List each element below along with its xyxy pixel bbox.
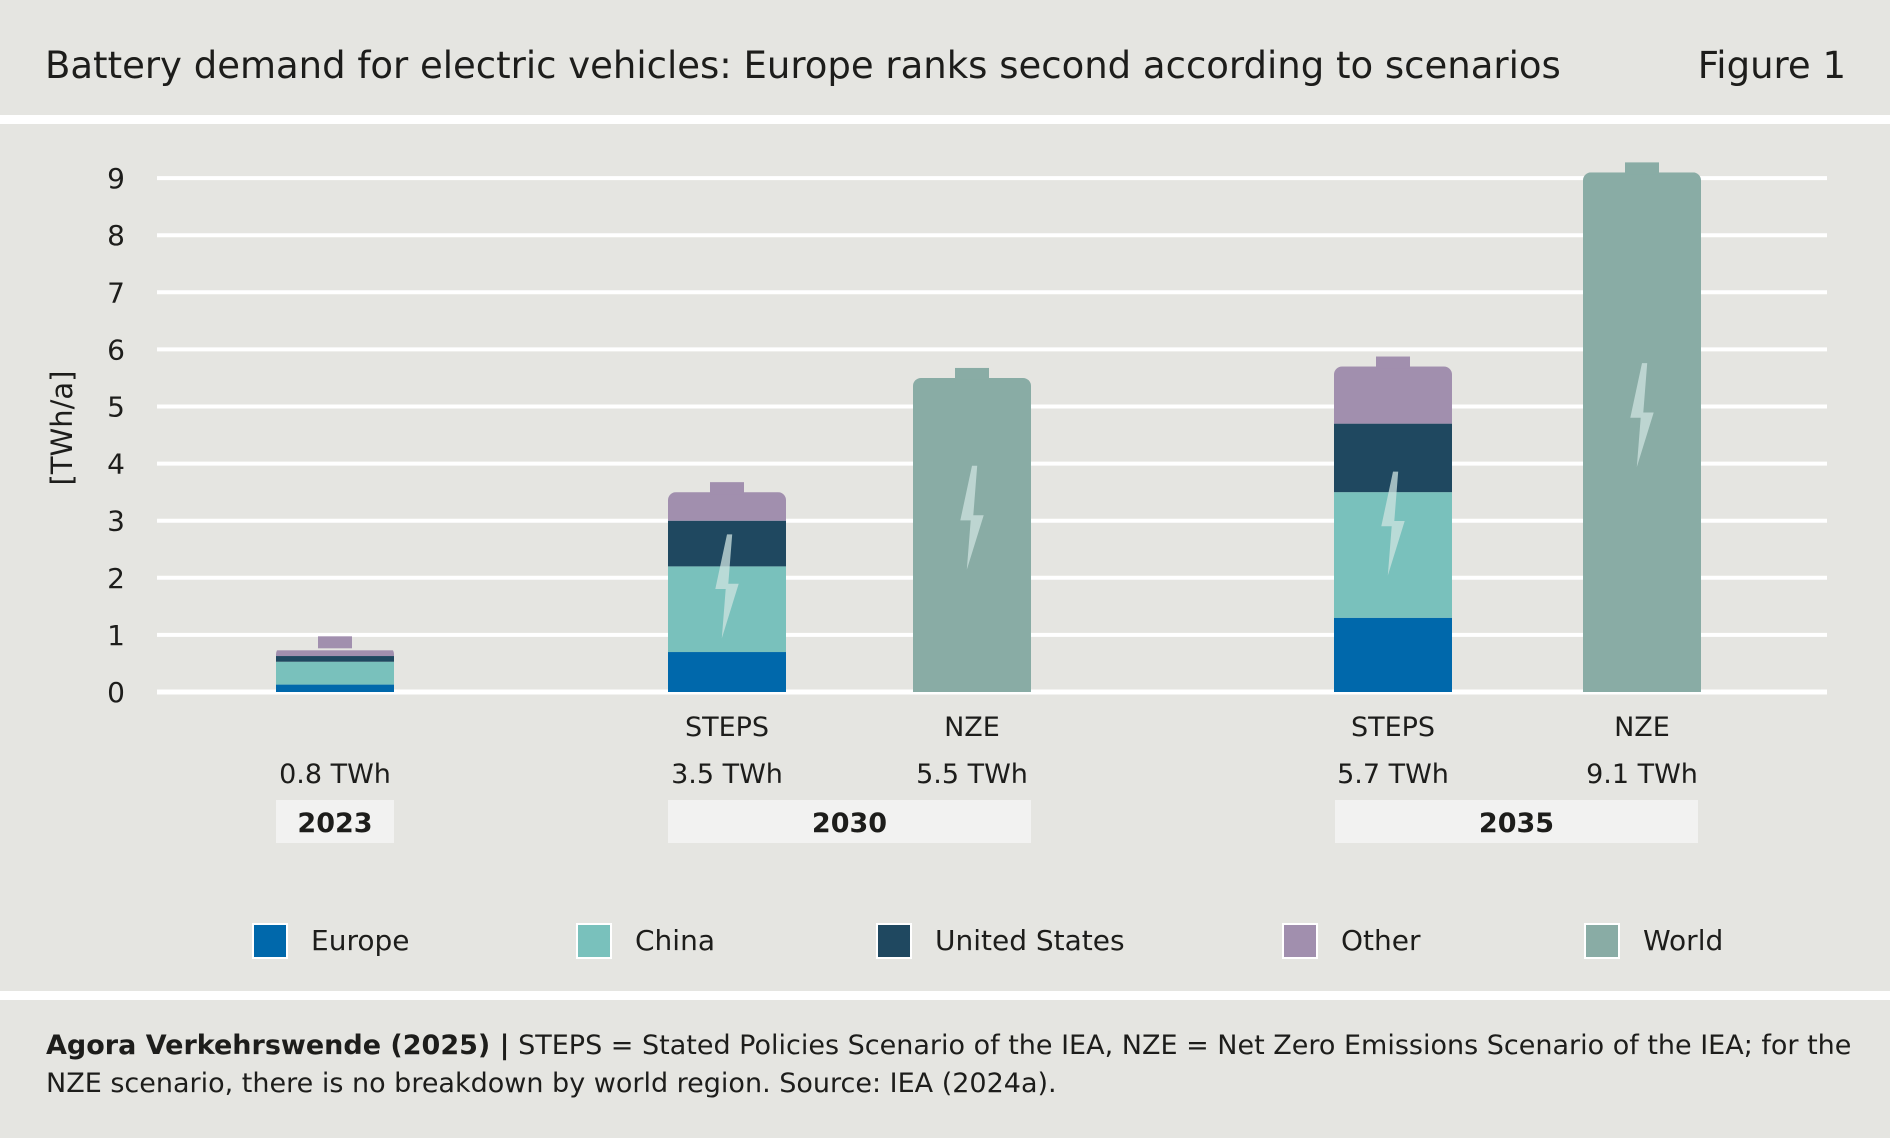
bar-segment-other	[668, 492, 786, 521]
category-labels: 0.8 TWh STEPS 3.5 TWh NZE 5.5 TWh STEPS 5.7 TW…	[279, 712, 1698, 790]
y-axis-ticks: 0 1 2 3 4 5 6 7 8 9	[107, 162, 125, 709]
total-label: 5.5 TWh	[916, 759, 1028, 790]
y-tick-label: 3	[107, 505, 125, 538]
y-tick-label: 7	[107, 276, 125, 309]
bar-segment-europe	[668, 652, 786, 692]
y-tick-label: 0	[107, 676, 125, 709]
scenario-label: NZE	[944, 712, 1000, 743]
bar-2035-steps	[1334, 356, 1452, 692]
bar-2023	[276, 636, 394, 692]
top-separator	[0, 115, 1890, 124]
legend-label: China	[635, 924, 715, 957]
title-bar: Battery demand for electric vehicles: Eu…	[0, 0, 1890, 115]
battery-cap	[955, 367, 989, 380]
year-group-2023: 2023	[276, 800, 394, 843]
legend-label: United States	[935, 924, 1125, 957]
bar-segment-europe	[276, 684, 394, 692]
battery-cap	[710, 482, 744, 495]
year-groups: 2023 2030 2035	[276, 800, 1698, 843]
legend-swatch	[1584, 923, 1620, 959]
battery-cap	[1376, 356, 1410, 369]
y-axis-label: [TWh/a]	[45, 371, 79, 486]
y-tick-label: 6	[107, 333, 125, 366]
y-tick-label: 1	[107, 619, 125, 652]
lightning-bolt-icon	[1381, 471, 1405, 576]
bar-segment-china	[276, 661, 394, 685]
legend-label: Europe	[311, 924, 409, 957]
footnote-text: STEPS = Stated Policies Scenario of the …	[46, 1030, 1852, 1099]
bar-2030-nze	[913, 367, 1031, 692]
battery-demand-chart: 0 1 2 3 4 5 6 7 8 9 [TWh/a] 0.8 TWh STEPS 3.5 TWh NZ…	[45, 162, 1827, 959]
lightning-bolt-icon	[960, 465, 984, 570]
y-tick-label: 5	[107, 391, 125, 424]
total-label: 3.5 TWh	[671, 759, 783, 790]
legend-item-world: World	[1584, 923, 1723, 959]
legend-swatch	[576, 923, 612, 959]
bar-segment-europe	[1334, 617, 1452, 692]
legend-item-china: China	[576, 923, 715, 959]
legend-swatch	[876, 923, 912, 959]
year-label: 2035	[1479, 808, 1554, 839]
bars	[276, 162, 1701, 692]
year-label: 2030	[812, 808, 887, 839]
bar-segment-other	[1334, 366, 1452, 424]
scenario-label: STEPS	[685, 712, 769, 743]
legend-item-other: Other	[1282, 923, 1421, 959]
bar-segment-united-states	[276, 656, 394, 662]
legend-label: Other	[1341, 924, 1421, 957]
legend-label: World	[1643, 924, 1723, 957]
year-group-2030: 2030	[668, 800, 1031, 843]
bar-2030-steps	[668, 482, 786, 692]
year-box	[668, 800, 1031, 843]
y-tick-label: 4	[107, 448, 125, 481]
year-box	[276, 800, 394, 843]
lightning-bolt-icon	[715, 534, 739, 639]
footnote: Agora Verkehrswende (2025) | STEPS = Sta…	[46, 1027, 1856, 1103]
bar-segment-other	[276, 650, 394, 657]
legend: Europe China United States Other World	[252, 923, 1723, 959]
total-label: 5.7 TWh	[1337, 759, 1449, 790]
figure-label: Figure 1	[1697, 44, 1846, 87]
year-group-2035: 2035	[1335, 800, 1698, 843]
y-tick-label: 9	[107, 162, 125, 195]
battery-cap	[318, 636, 352, 649]
scenario-label: STEPS	[1351, 712, 1435, 743]
bottom-separator	[0, 991, 1890, 1000]
bar-2035-nze	[1583, 162, 1701, 692]
footnote-source: Agora Verkehrswende (2025) |	[46, 1030, 510, 1061]
battery-cap	[1625, 162, 1659, 175]
lightning-bolt-icon	[1630, 363, 1654, 468]
legend-item-united-states: United States	[876, 923, 1125, 959]
total-label: 0.8 TWh	[279, 759, 391, 790]
chart-title: Battery demand for electric vehicles: Eu…	[45, 44, 1561, 87]
y-tick-label: 8	[107, 219, 125, 252]
year-label: 2023	[297, 808, 372, 839]
year-box	[1335, 800, 1698, 843]
total-label: 9.1 TWh	[1586, 759, 1698, 790]
legend-item-europe: Europe	[252, 923, 409, 959]
scenario-label: NZE	[1614, 712, 1670, 743]
legend-swatch	[1282, 923, 1318, 959]
legend-swatch	[252, 923, 288, 959]
y-tick-label: 2	[107, 562, 125, 595]
